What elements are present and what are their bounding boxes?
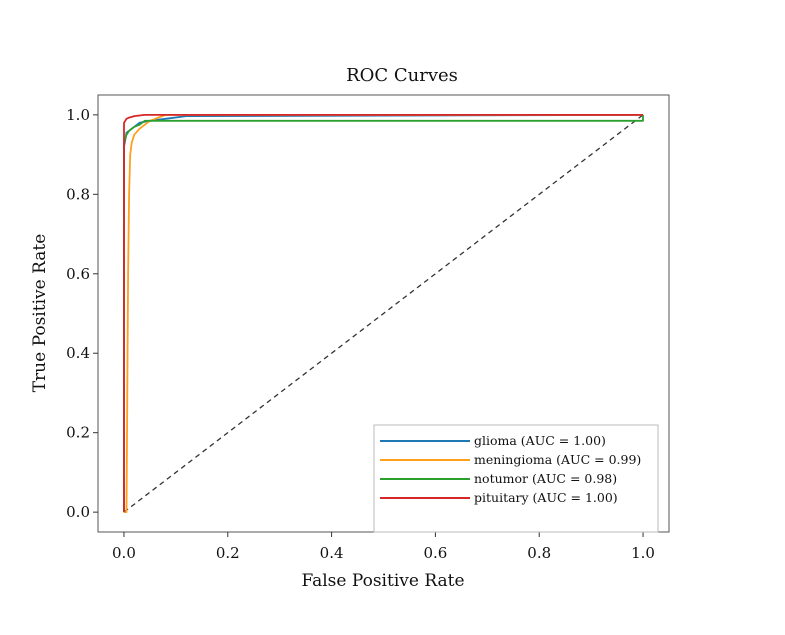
legend-entries: glioma (AUC = 1.00) meningioma (AUC = 0.9… [380, 433, 641, 505]
roc-curve-3 [123, 114, 643, 513]
x-tick-label: 0.8 [527, 544, 551, 562]
reference-line-layer [123, 114, 644, 513]
y-tick-label: 1.0 [66, 106, 90, 124]
y-axis-label: True Positive Rate [30, 234, 50, 393]
x-tick-label: 0.4 [320, 544, 344, 562]
legend-label: glioma (AUC = 1.00) [474, 433, 606, 448]
y-tick-label: 0.2 [66, 424, 90, 442]
y-tick-label: 0.8 [66, 185, 90, 203]
legend-label: pituitary (AUC = 1.00) [474, 490, 618, 505]
x-tick-label: 0.6 [423, 544, 447, 562]
chance-diagonal-line [123, 114, 644, 513]
roc-curve-1 [124, 114, 643, 513]
x-tick-label: 1.0 [631, 544, 655, 562]
x-tick-label: 0.2 [216, 544, 240, 562]
x-axis-label: False Positive Rate [301, 571, 464, 591]
y-tick-label: 0.4 [66, 344, 90, 362]
legend: glioma (AUC = 1.00) meningioma (AUC = 0.9… [373, 424, 659, 533]
legend-label: meningioma (AUC = 0.99) [474, 452, 641, 467]
y-tick-label: 0.0 [66, 503, 90, 521]
series-layer [123, 114, 644, 513]
x-axis-ticks: 0.0 0.2 0.4 0.6 0.8 1.0 [112, 532, 655, 562]
chart-title: ROC Curves [346, 65, 458, 86]
y-axis-ticks: 0.0 0.2 0.4 0.6 0.8 1.0 [66, 106, 98, 521]
legend-label: notumor (AUC = 0.98) [474, 471, 617, 486]
x-tick-label: 0.0 [112, 544, 136, 562]
y-tick-label: 0.6 [66, 265, 90, 283]
